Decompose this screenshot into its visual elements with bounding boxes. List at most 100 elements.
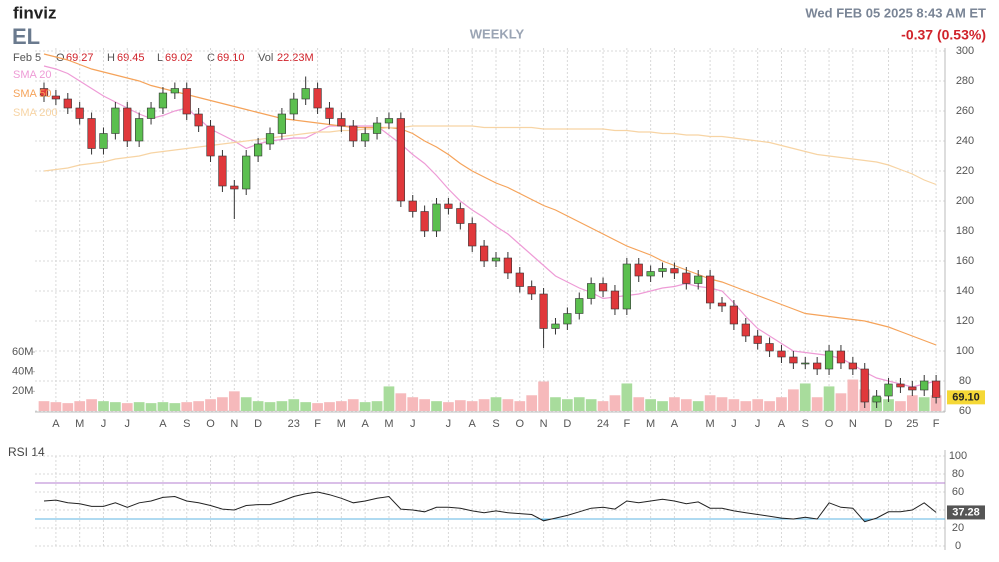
x-tick-label: N <box>849 418 857 430</box>
candle-body <box>527 286 536 295</box>
x-tick-label: A <box>361 418 369 430</box>
volume-bar <box>276 401 288 411</box>
y-tick-label: 160 <box>956 255 974 267</box>
volume-bar <box>312 403 323 411</box>
volume-bar <box>906 395 918 411</box>
candle-body <box>741 323 750 337</box>
x-tick-label: J <box>446 418 452 430</box>
quote-date: Feb 5 <box>13 52 41 64</box>
volume-tick-label: 40M <box>12 366 33 378</box>
candle-body <box>884 383 893 397</box>
volume-bar <box>538 381 549 411</box>
ticker: EL <box>12 24 40 49</box>
candle-body <box>396 118 405 202</box>
candle-body <box>848 362 857 370</box>
x-tick-label: M <box>706 418 715 430</box>
candle-body <box>658 268 667 272</box>
candle-body <box>836 350 846 364</box>
timeframe[interactable]: WEEKLY <box>470 26 525 41</box>
y-tick-label: 240 <box>956 135 974 147</box>
x-tick-label: D <box>563 418 571 430</box>
volume-bar <box>835 393 847 411</box>
close-value: 69.10 <box>217 52 245 64</box>
volume-bar <box>597 401 609 411</box>
candle-body <box>801 362 810 365</box>
volume-bar <box>74 401 86 411</box>
rsi-line <box>43 491 937 523</box>
volume-bar <box>217 397 228 411</box>
candle-body <box>432 203 441 232</box>
price-change: -0.37 (0.53%) <box>901 27 986 43</box>
volume-bar <box>264 402 276 411</box>
candle-body <box>789 356 798 364</box>
x-tick-label: N <box>230 418 238 430</box>
x-tick-label: 24 <box>597 418 609 430</box>
candle-body <box>824 350 834 370</box>
candle-body <box>777 350 786 358</box>
candle-body <box>931 380 941 398</box>
x-tick-label: J <box>125 418 131 430</box>
candle-body <box>872 395 881 403</box>
volume-bar <box>38 401 50 411</box>
low-label: L <box>157 52 163 64</box>
candle-body <box>408 200 417 212</box>
volume-bar <box>145 403 157 411</box>
low-value: 69.02 <box>165 52 193 64</box>
rsi-tick-label: 100 <box>949 450 967 462</box>
volume-bar <box>324 402 335 411</box>
x-tick-label: M <box>384 418 393 430</box>
volume-bar <box>788 389 799 411</box>
volume-bar <box>657 401 668 411</box>
candle-body <box>372 122 382 134</box>
candle-body <box>753 335 762 344</box>
volume-bar <box>169 403 181 411</box>
candle-body <box>361 133 370 142</box>
rsi-tick-label: 0 <box>955 540 961 552</box>
candle-body <box>491 257 501 262</box>
volume-tick-label: 60M <box>12 346 33 358</box>
candle-body <box>87 118 96 149</box>
candle-body <box>51 95 61 100</box>
candle-body <box>670 268 679 274</box>
volume-bar <box>347 399 359 411</box>
candle-body <box>456 208 465 224</box>
candle-body <box>860 368 869 403</box>
candle-body <box>301 88 310 100</box>
last-price-label: 69.10 <box>952 391 980 403</box>
candle-body <box>253 143 263 157</box>
volume-bar <box>181 402 193 411</box>
volume-bar <box>419 399 430 411</box>
candle-body <box>468 223 477 247</box>
legend-entry: SMA 50 <box>13 88 52 100</box>
volume-bar <box>383 386 395 411</box>
candle-body <box>813 362 822 370</box>
volume-bar <box>395 393 407 411</box>
candle-body <box>634 263 643 277</box>
x-tick-label: 25 <box>906 418 918 430</box>
candle-body <box>265 133 275 145</box>
legend-entry: SMA 20 <box>13 69 52 81</box>
y-tick-label: 100 <box>956 345 974 357</box>
rsi-value-box <box>947 505 985 520</box>
candle-body <box>682 272 691 284</box>
brand-logo[interactable]: finviz <box>13 3 56 22</box>
candle-body <box>384 118 394 124</box>
volume-bar <box>86 399 97 411</box>
candle-body <box>920 380 929 391</box>
candle-body <box>896 383 905 388</box>
rsi-tick-label: 20 <box>952 522 964 534</box>
last-price-box <box>947 390 985 405</box>
volume-bar <box>478 399 490 411</box>
candle-body <box>420 211 429 232</box>
volume-bar <box>776 397 787 411</box>
volume-bar <box>704 395 716 411</box>
candle-body <box>563 313 572 325</box>
sma-line <box>43 65 937 388</box>
candle-body <box>135 118 144 142</box>
candle-body <box>170 88 179 94</box>
y-tick-label: 220 <box>956 165 974 177</box>
candle-body <box>610 290 620 310</box>
candle-body <box>39 88 49 97</box>
volume-bar <box>573 397 585 411</box>
